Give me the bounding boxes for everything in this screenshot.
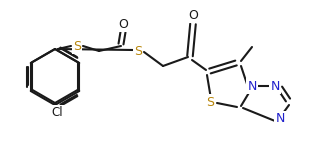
Text: Cl: Cl [51, 107, 63, 120]
Text: S: S [73, 39, 81, 53]
Text: Cl: Cl [51, 107, 63, 120]
Text: S: S [134, 45, 142, 57]
Text: O: O [118, 18, 128, 30]
Text: N: N [270, 79, 280, 93]
Text: N: N [247, 79, 257, 93]
Text: O: O [188, 8, 198, 22]
Text: N: N [275, 113, 285, 126]
Text: S: S [206, 95, 214, 109]
